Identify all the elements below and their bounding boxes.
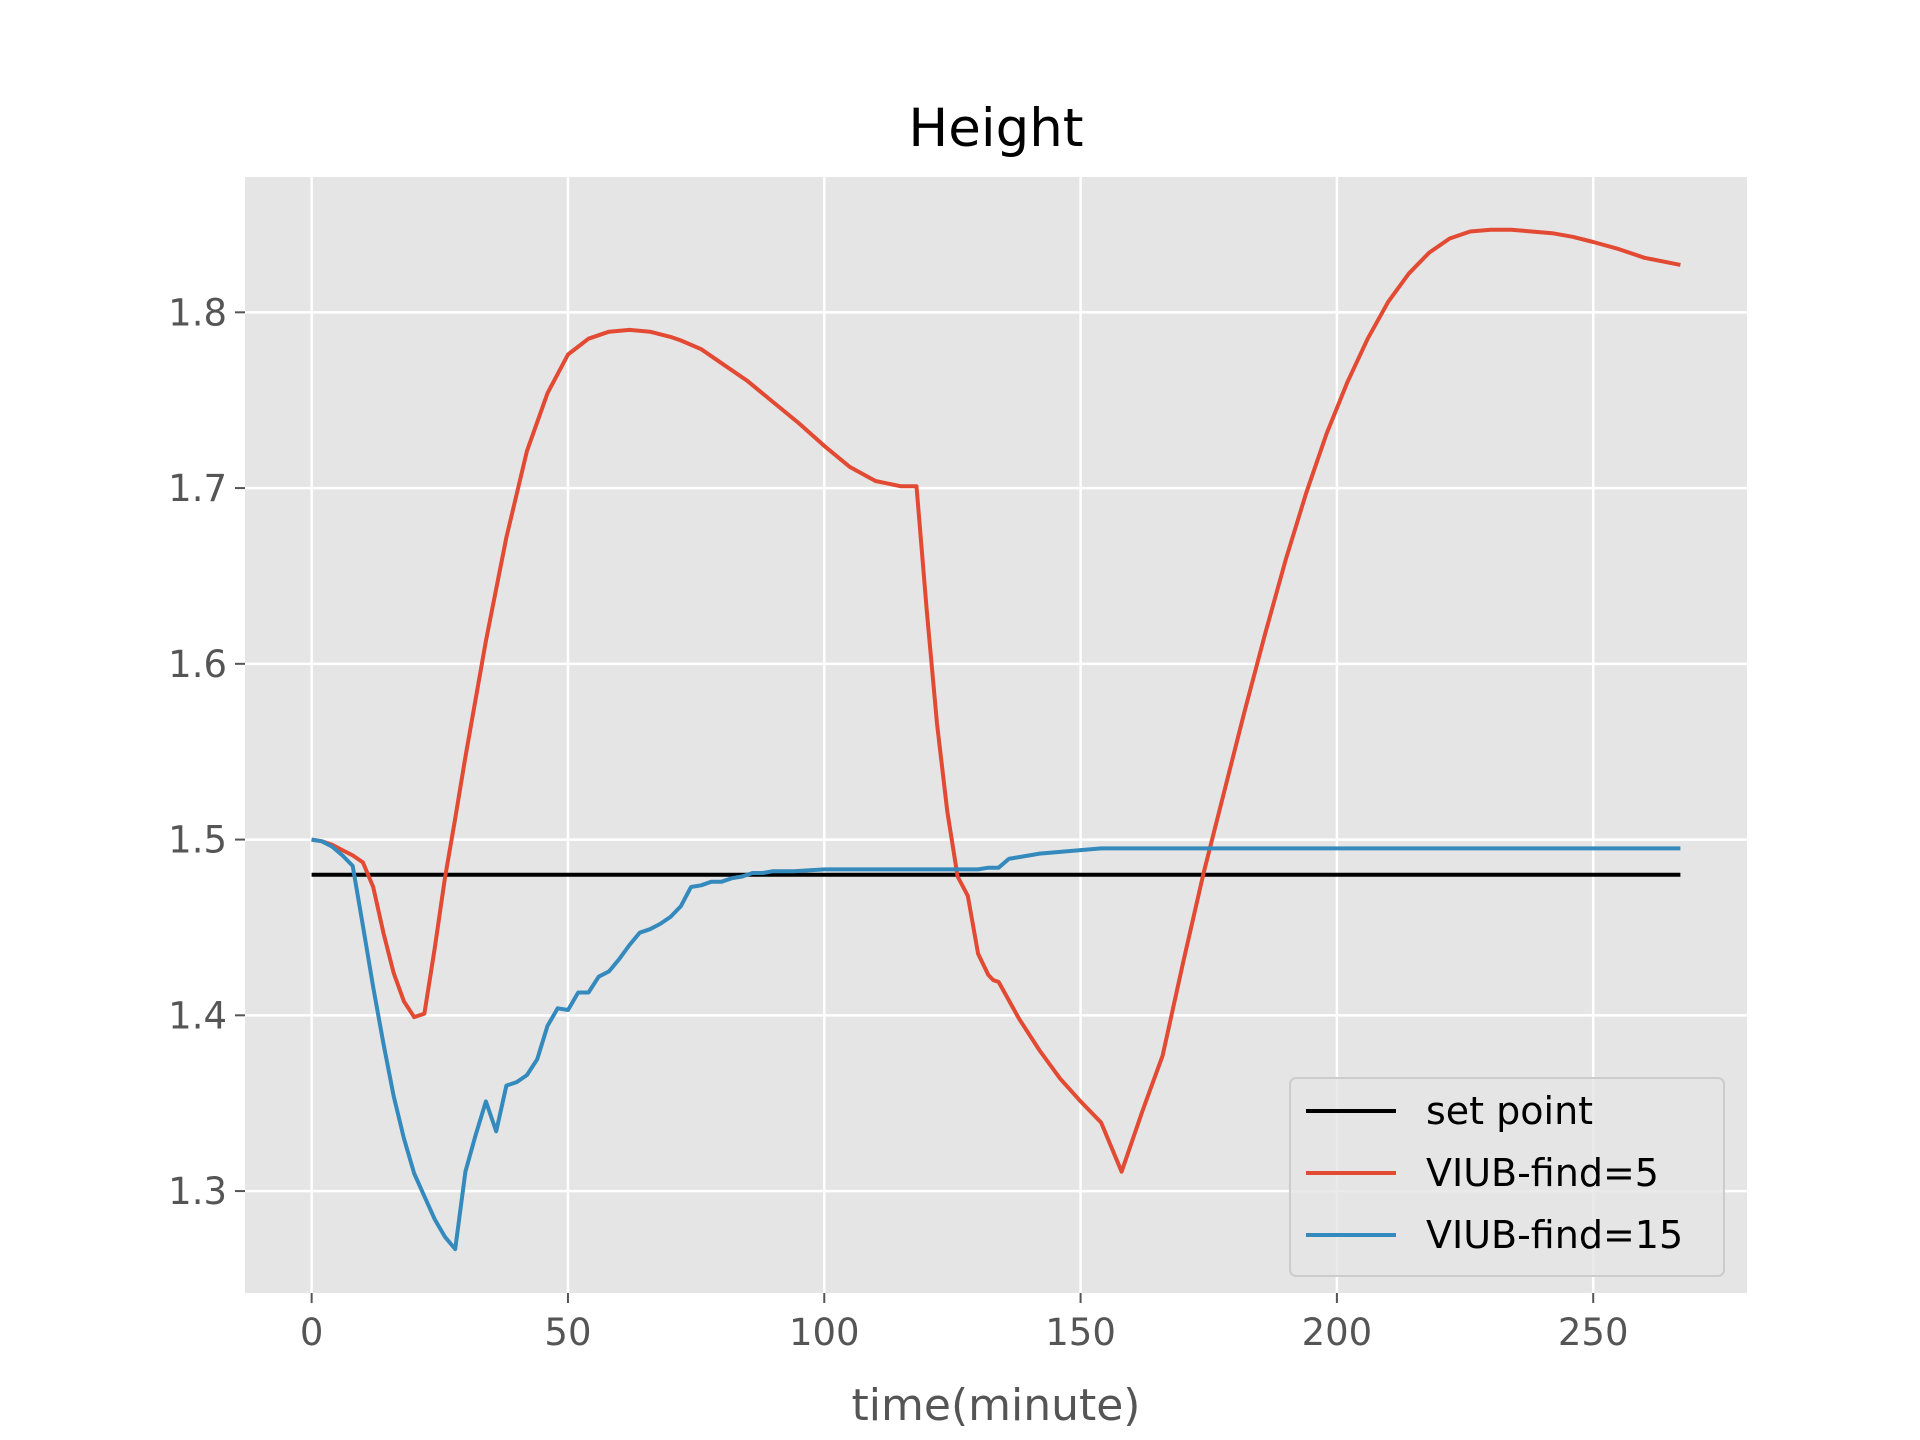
y-tick-label: 1.5	[168, 819, 227, 862]
series-line-viub-find-15	[311, 837, 1681, 1252]
x-tick-label: 100	[789, 1311, 860, 1354]
y-tick-label: 1.8	[168, 291, 227, 334]
y-tick-label: 1.6	[168, 643, 227, 686]
series-layer	[311, 227, 1681, 1252]
x-tick-label: 50	[544, 1311, 591, 1354]
axis-ticks: 0 50 100 150 200 250 1.3 1.4 1.5 1.6 1.7 1.8	[168, 291, 1628, 1354]
x-tick-label: 0	[300, 1311, 324, 1354]
legend-label: set point	[1426, 1089, 1593, 1133]
x-tick-label: 200	[1302, 1311, 1373, 1354]
y-tick-label: 1.4	[168, 994, 227, 1037]
x-axis-label: time(minute)	[852, 1380, 1141, 1431]
y-tick-label: 1.7	[168, 467, 227, 510]
x-tick-label: 150	[1045, 1311, 1116, 1354]
legend-label: VIUB-find=15	[1426, 1213, 1683, 1257]
series-line-viub-find-5	[311, 227, 1681, 1174]
x-tick-label: 250	[1558, 1311, 1629, 1354]
chart-title: Height	[908, 98, 1083, 159]
legend-box	[1289, 1077, 1725, 1277]
legend: set point VIUB-find=5 VIUB-find=15	[1289, 1077, 1725, 1277]
y-tick-label: 1.3	[168, 1170, 227, 1213]
legend-label: VIUB-find=5	[1426, 1151, 1659, 1195]
